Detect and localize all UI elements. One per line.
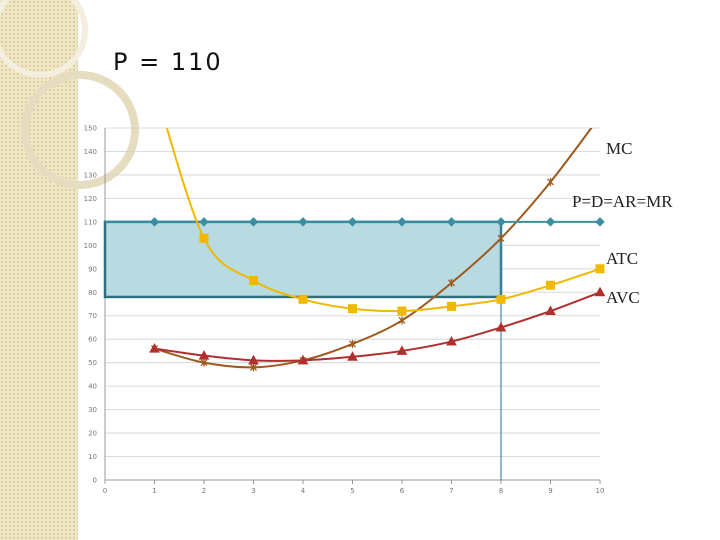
series-group bbox=[105, 82, 606, 372]
series-line bbox=[154, 291, 601, 362]
marker bbox=[149, 217, 160, 227]
marker bbox=[348, 304, 357, 314]
x-tick-label: 5 bbox=[350, 487, 354, 495]
marker bbox=[349, 339, 356, 348]
y-tick-label: 140 bbox=[84, 148, 97, 156]
marker bbox=[199, 233, 209, 243]
x-tick-label: 0 bbox=[103, 487, 107, 495]
y-tick-label: 0 bbox=[93, 477, 97, 485]
marker bbox=[447, 301, 456, 311]
y-tick-label: 100 bbox=[84, 242, 97, 250]
y-tick-label: 60 bbox=[88, 336, 97, 344]
marker bbox=[595, 264, 605, 274]
marker bbox=[198, 350, 210, 360]
marker bbox=[248, 354, 259, 365]
marker bbox=[347, 217, 358, 227]
marker bbox=[446, 336, 457, 346]
y-tick-label: 10 bbox=[88, 453, 97, 461]
marker bbox=[297, 354, 309, 365]
decor-circle bbox=[21, 71, 139, 189]
y-tick-label: 80 bbox=[88, 289, 97, 297]
profit-area bbox=[103, 220, 503, 299]
marker bbox=[151, 82, 159, 90]
y-tick-label: 110 bbox=[84, 218, 97, 226]
marker bbox=[547, 177, 554, 186]
y-tick-label: 30 bbox=[88, 406, 97, 414]
y-tick-label: 120 bbox=[84, 195, 97, 203]
x-tick-label: 9 bbox=[548, 487, 552, 495]
x-tick-label: 7 bbox=[449, 487, 453, 495]
series-label: P=D=AR=MR bbox=[572, 192, 673, 211]
marker bbox=[298, 217, 308, 227]
marker bbox=[397, 217, 407, 227]
x-tick-label: 3 bbox=[251, 487, 255, 495]
y-tick-label: 40 bbox=[88, 383, 97, 391]
marker bbox=[595, 217, 605, 227]
marker bbox=[249, 276, 258, 286]
marker bbox=[248, 217, 259, 227]
decor-strip bbox=[0, 0, 78, 540]
slide-title: P = 110 bbox=[113, 48, 223, 76]
x-tick-label: 4 bbox=[301, 487, 306, 495]
marker bbox=[149, 343, 160, 353]
marker bbox=[495, 321, 507, 332]
marker bbox=[497, 234, 505, 243]
series-line bbox=[154, 128, 593, 369]
series-label: ATC bbox=[606, 249, 638, 268]
y-tick-label: 20 bbox=[88, 430, 97, 438]
marker bbox=[496, 217, 506, 227]
x-tick-label: 6 bbox=[400, 487, 405, 495]
marker bbox=[199, 217, 209, 227]
marker bbox=[397, 306, 407, 316]
y-tick-label: 150 bbox=[84, 125, 97, 133]
x-tick-label: 10 bbox=[596, 487, 605, 495]
marker bbox=[546, 280, 555, 290]
y-tick-label: 50 bbox=[88, 359, 97, 367]
marker bbox=[545, 217, 556, 227]
marker bbox=[448, 278, 455, 287]
series-label: MC bbox=[606, 139, 632, 158]
y-tick-label: 90 bbox=[88, 265, 97, 273]
marker bbox=[496, 294, 506, 304]
marker bbox=[347, 351, 358, 361]
x-tick-label: 1 bbox=[152, 487, 156, 495]
x-tick-label: 2 bbox=[202, 487, 206, 495]
marker bbox=[200, 358, 208, 367]
marker bbox=[250, 363, 257, 372]
decor-circle bbox=[0, 0, 88, 78]
marker bbox=[396, 345, 408, 355]
marker bbox=[298, 294, 308, 304]
series-label: AVC bbox=[606, 288, 640, 307]
marker bbox=[446, 217, 457, 227]
y-tick-label: 130 bbox=[84, 171, 97, 179]
x-tick-label: 8 bbox=[499, 487, 503, 495]
marker bbox=[545, 305, 556, 316]
y-tick-label: 70 bbox=[88, 312, 97, 320]
marker bbox=[597, 112, 603, 120]
marker bbox=[398, 316, 406, 325]
marker bbox=[594, 286, 606, 297]
